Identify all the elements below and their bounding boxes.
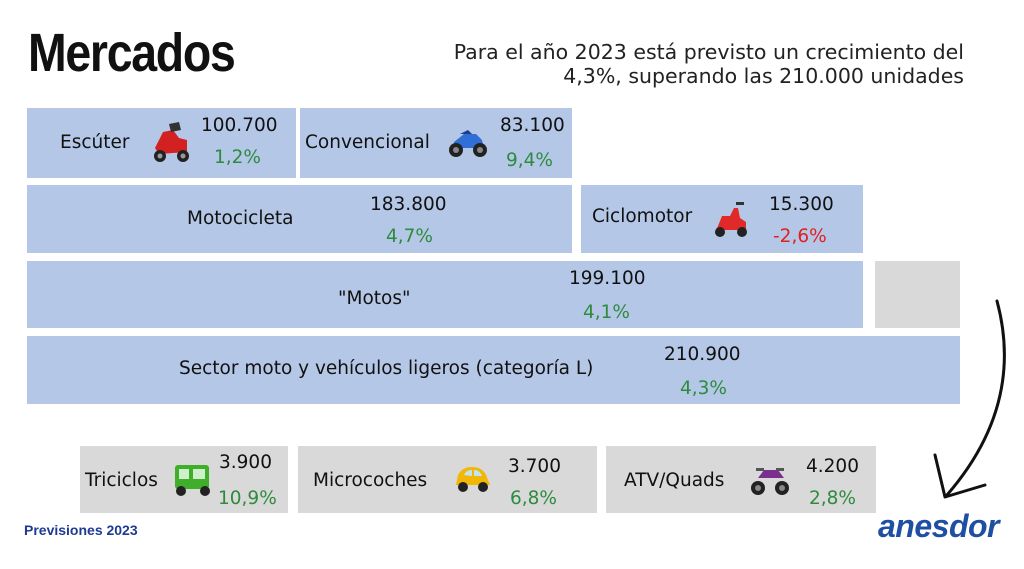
- scooter-icon: [154, 122, 189, 162]
- triciclos-label: Triciclos: [85, 470, 158, 491]
- placeholder-box: [875, 261, 960, 328]
- curved-arrow-icon: [933, 299, 1006, 499]
- sector-box: [27, 336, 960, 404]
- convencional-label: Convencional: [305, 132, 430, 153]
- atv-label: ATV/Quads: [624, 470, 725, 491]
- motocicleta-growth: 4,7%: [386, 226, 433, 247]
- ciclomotor-label: Ciclomotor: [592, 206, 693, 227]
- motocicleta-label: Motocicleta: [187, 208, 294, 229]
- ciclomotor-value: 15.300: [769, 194, 834, 215]
- triciclos-value: 3.900: [219, 452, 272, 473]
- sector-value: 210.900: [664, 344, 741, 365]
- atv-value: 4.200: [806, 456, 859, 477]
- microcoches-label: Microcoches: [313, 470, 428, 491]
- sector-label: Sector moto y vehículos ligeros (categor…: [179, 358, 594, 379]
- convencional-growth: 9,4%: [506, 150, 553, 171]
- microcoches-growth: 6,8%: [510, 488, 557, 509]
- page-title: Mercados: [28, 23, 236, 83]
- microcoches-box: [298, 446, 597, 513]
- motocicleta-box: [27, 185, 572, 253]
- escuter-growth: 1,2%: [214, 147, 261, 168]
- escuter-value: 100.700: [201, 115, 278, 136]
- motos-growth: 4,1%: [583, 302, 630, 323]
- moped-icon: [715, 202, 747, 237]
- ciclomotor-growth: -2,6%: [773, 226, 827, 247]
- tricycle-icon: [175, 465, 210, 496]
- microcoches-value: 3.700: [508, 456, 561, 477]
- brand-logo: anesdor: [878, 508, 999, 544]
- convencional-box: [300, 108, 572, 178]
- convencional-value: 83.100: [500, 115, 565, 136]
- atv-box: [606, 446, 876, 513]
- microcar-icon: [456, 467, 490, 492]
- page-subtitle: Para el año 2023 está previsto un crecim…: [453, 40, 964, 88]
- footer-label: Previsiones 2023: [24, 522, 138, 538]
- motocicleta-value: 183.800: [370, 194, 447, 215]
- escuter-label: Escúter: [60, 132, 130, 153]
- motos-label: "Motos": [338, 288, 411, 309]
- atv-growth: 2,8%: [809, 488, 856, 509]
- triciclos-growth: 10,9%: [218, 488, 277, 509]
- motorcycle-icon: [449, 130, 487, 157]
- motos-value: 199.100: [569, 268, 646, 289]
- motos-box: [27, 261, 863, 328]
- quad-icon: [751, 468, 789, 495]
- sector-growth: 4,3%: [680, 378, 727, 399]
